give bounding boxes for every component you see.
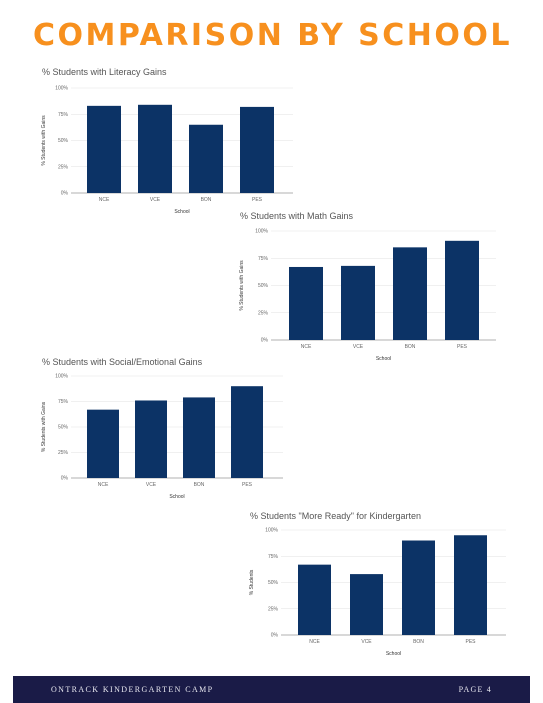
x-tick-label: VCE <box>353 344 364 350</box>
social-emotional-gains-plot: 0% 25% 50% 75% 100% NCE VCE BON PES School % Stude… <box>41 374 283 500</box>
y-tick-label: 25% <box>268 606 279 612</box>
y-tick-label: 0% <box>61 476 69 482</box>
x-tick-label: PES <box>457 344 468 350</box>
x-axis-title: School <box>174 209 189 215</box>
y-tick-label: 50% <box>268 580 279 586</box>
social-emotional-gains-chart: % Students with Social/Emotional Gains 0… <box>40 356 290 506</box>
x-tick-label: VCE <box>150 197 161 203</box>
y-tick-label: 75% <box>58 399 69 405</box>
x-tick-label: BON <box>194 482 205 488</box>
x-tick-label: VCE <box>361 639 372 645</box>
literacy-gains-plot: 0% 25% 50% 75% 100% NCE VCE BON PES School % Stude… <box>41 86 293 215</box>
page-title: COMPARISON BY SCHOOL <box>33 18 512 53</box>
bar-bon <box>189 124 223 193</box>
x-tick-label: PES <box>242 482 253 488</box>
bar-pes <box>231 386 263 478</box>
x-tick-label: BON <box>413 639 424 645</box>
bar-vce <box>341 265 375 340</box>
literacy-gains-chart: % Students with Literacy Gains 0% 25% 50% 7… <box>40 66 300 226</box>
footer-bar: ONTRACK KINDERGARTEN CAMP PAGE 4 <box>13 676 530 703</box>
x-tick-label: BON <box>405 344 416 350</box>
y-tick-label: 50% <box>258 283 269 289</box>
x-axis-title: School <box>386 651 401 657</box>
x-tick-label: NCE <box>301 344 312 350</box>
y-tick-label: 75% <box>258 256 269 262</box>
y-tick-label: 25% <box>258 310 269 316</box>
chart-title: % Students with Math Gains <box>240 211 354 221</box>
footer-camp-name: ONTRACK KINDERGARTEN CAMP <box>51 685 214 694</box>
bar-vce <box>138 104 172 193</box>
x-tick-label: NCE <box>99 197 110 203</box>
y-tick-label: 0% <box>261 338 269 344</box>
bar-nce <box>289 266 323 340</box>
y-tick-label: 25% <box>58 450 69 456</box>
bar-bon <box>183 397 215 478</box>
bar-nce <box>87 105 121 193</box>
y-axis-title: % Students with Gains <box>239 260 245 311</box>
y-tick-label: 0% <box>271 633 279 639</box>
x-tick-label: VCE <box>146 482 157 488</box>
chart-title: % Students "More Ready" for Kindergarten <box>250 511 421 521</box>
x-tick-label: PES <box>252 197 263 203</box>
x-tick-label: NCE <box>98 482 109 488</box>
y-tick-label: 75% <box>268 554 279 560</box>
footer-page-number: PAGE 4 <box>458 685 492 694</box>
x-axis-title: School <box>169 494 184 500</box>
bar-bon <box>402 540 435 635</box>
y-tick-label: 100% <box>265 528 278 534</box>
bar-vce <box>350 574 383 635</box>
x-tick-label: BON <box>201 197 212 203</box>
y-axis-title: % Students with Gains <box>41 401 47 452</box>
y-axis-title: % Students with Gains <box>41 115 47 166</box>
y-axis-title: % Students <box>249 569 255 595</box>
more-ready-chart: % Students "More Ready" for Kindergarten… <box>248 510 513 665</box>
bar-vce <box>135 400 167 478</box>
x-tick-label: NCE <box>309 639 320 645</box>
more-ready-plot: 0% 25% 50% 75% 100% NCE VCE BON PES School % Stude… <box>249 528 506 657</box>
math-gains-plot: 0% 25% 50% 75% 100% NCE VCE BON PES School % Stude… <box>239 229 496 362</box>
y-tick-label: 100% <box>55 374 68 380</box>
chart-title: % Students with Literacy Gains <box>42 67 167 77</box>
y-tick-label: 0% <box>61 191 69 197</box>
y-tick-label: 50% <box>58 138 69 144</box>
x-tick-label: PES <box>465 639 476 645</box>
bar-nce <box>87 409 119 478</box>
y-tick-label: 100% <box>55 86 68 92</box>
y-tick-label: 75% <box>58 112 69 118</box>
bar-bon <box>393 247 427 340</box>
y-tick-label: 25% <box>58 164 69 170</box>
math-gains-chart: % Students with Math Gains 0% 25% 50% 75% 10… <box>238 210 503 370</box>
bar-pes <box>454 535 487 635</box>
bar-pes <box>240 106 274 193</box>
x-axis-title: School <box>376 356 391 362</box>
y-tick-label: 50% <box>58 425 69 431</box>
bar-nce <box>298 564 331 635</box>
y-tick-label: 100% <box>255 229 268 235</box>
bar-pes <box>445 240 479 340</box>
chart-title: % Students with Social/Emotional Gains <box>42 357 203 367</box>
